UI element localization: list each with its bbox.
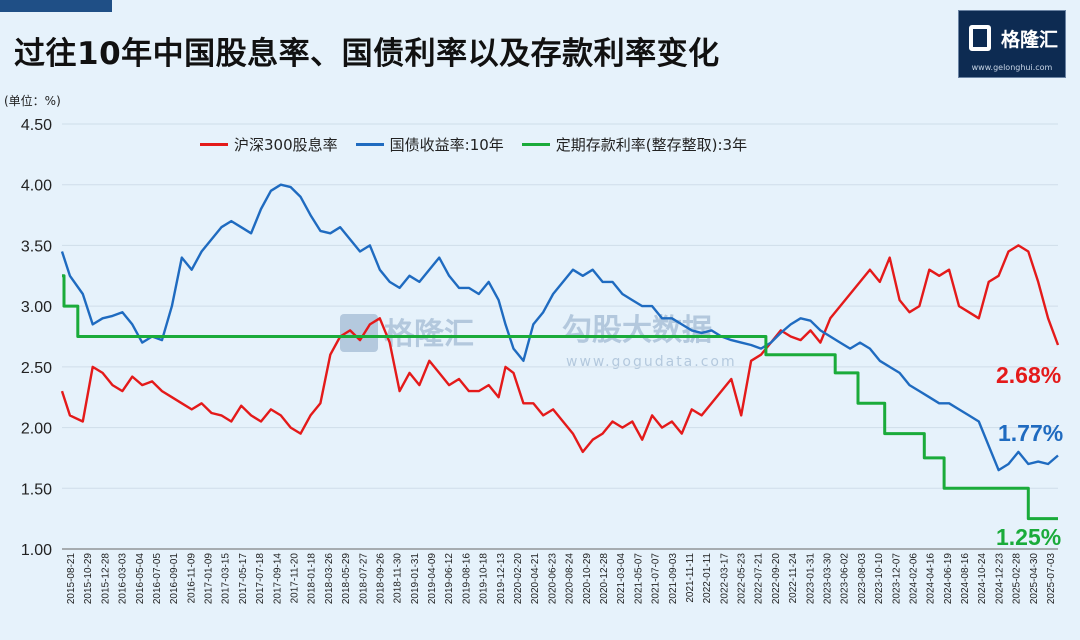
y-tick-label: 4.00 [21, 178, 52, 195]
x-tick-label: 2022-05-23 [737, 553, 748, 605]
x-tick-label: 2025-07-03 [1046, 553, 1057, 605]
x-tick-label: 2024-04-16 [926, 553, 937, 605]
x-axis-ticks: 2015-08-21 2015-10-29 2015-12-28 2016-03-03… [66, 553, 1057, 605]
x-tick-label: 2016-11-09 [186, 553, 197, 604]
legend-swatch-red [200, 143, 228, 146]
series-line-0 [60, 244, 1060, 454]
x-tick-label: 2024-02-06 [908, 553, 919, 605]
x-tick-label: 2025-02-28 [1012, 553, 1023, 605]
x-tick-label: 2022-11-24 [788, 553, 799, 604]
x-tick-label: 2022-09-20 [771, 553, 782, 605]
legend-item-csi300: 沪深300股息率 [200, 134, 338, 155]
top-accent-bar [0, 0, 112, 12]
x-tick-label: 2023-08-03 [857, 553, 868, 605]
end-label-csi300: 2.68% [996, 362, 1062, 388]
x-tick-label: 2018-11-30 [393, 553, 404, 604]
x-tick-label: 2017-03-15 [221, 553, 232, 605]
legend-label-deposit: 定期存款利率(整存整取):3年 [555, 136, 748, 154]
x-tick-label: 2024-10-24 [977, 553, 988, 605]
legend: 沪深300股息率 国债收益率:10年 定期存款利率(整存整取):3年 [200, 134, 747, 155]
x-tick-label: 2023-10-10 [874, 553, 885, 605]
x-tick-label: 2021-07-07 [651, 553, 662, 605]
x-tick-label: 2021-11-11 [685, 553, 696, 603]
x-tick-label: 2018-09-26 [375, 553, 386, 605]
legend-label-bond: 国债收益率:10年 [389, 136, 504, 154]
x-tick-label: 2025-04-30 [1029, 553, 1040, 605]
x-tick-label: 2016-05-04 [135, 553, 146, 605]
x-tick-label: 2017-07-18 [255, 553, 266, 605]
y-tick-label: 2.50 [21, 360, 52, 377]
x-tick-label: 2024-08-16 [960, 553, 971, 605]
x-tick-label: 2021-03-04 [616, 553, 627, 605]
logo-name: 格隆汇 [1001, 29, 1059, 51]
brand-logo: 格隆汇 www.gelonghui.com [958, 10, 1066, 78]
x-tick-label: 2018-05-29 [341, 553, 352, 605]
y-tick-label: 2.00 [21, 421, 52, 438]
legend-label-csi300: 沪深300股息率 [234, 136, 338, 154]
x-tick-label: 2022-07-21 [754, 553, 765, 605]
y-tick-label: 3.00 [21, 299, 52, 316]
x-tick-label: 2019-06-12 [444, 553, 455, 605]
x-tick-label: 2016-07-05 [152, 553, 163, 605]
y-tick-label: 1.00 [21, 542, 52, 559]
y-axis-ticks: 1.00 1.50 2.00 2.50 3.00 3.50 4.00 4.50 [21, 117, 52, 559]
x-tick-label: 2021-09-03 [668, 553, 679, 605]
x-tick-label: 2019-01-31 [410, 553, 421, 605]
x-tick-label: 2020-04-21 [530, 553, 541, 605]
x-tick-label: 2020-02-20 [513, 553, 524, 605]
watermark-text: 勾股大数据 [562, 313, 712, 348]
x-tick-label: 2021-05-07 [633, 553, 644, 605]
x-tick-label: 2020-06-23 [547, 553, 558, 605]
x-tick-label: 2023-06-02 [840, 553, 851, 605]
x-tick-label: 2019-10-18 [479, 553, 490, 605]
x-tick-label: 2018-07-27 [358, 553, 369, 605]
x-tick-label: 2015-10-29 [83, 553, 94, 605]
watermark-logo-icon [340, 314, 378, 352]
x-tick-label: 2016-03-03 [118, 553, 129, 605]
y-tick-label: 1.50 [21, 481, 52, 498]
legend-swatch-green [521, 143, 550, 146]
x-tick-label: 2020-12-28 [599, 553, 610, 605]
legend-swatch-blue [355, 143, 384, 146]
x-tick-label: 2022-01-11 [702, 553, 713, 604]
legend-item-deposit: 定期存款利率(整存整取):3年 [521, 134, 748, 155]
end-label-bond: 1.77% [998, 420, 1064, 446]
x-tick-label: 2023-12-07 [891, 553, 902, 605]
x-tick-label: 2017-09-14 [272, 553, 283, 605]
series-lines [60, 183, 1060, 521]
y-tick-label: 3.50 [21, 238, 52, 255]
x-tick-label: 2017-11-20 [290, 553, 301, 604]
x-tick-label: 2017-05-17 [238, 553, 249, 605]
x-tick-label: 2015-12-28 [100, 553, 111, 605]
x-tick-label: 2019-08-16 [461, 553, 472, 605]
legend-item-bond: 国债收益率:10年 [355, 134, 504, 155]
x-tick-label: 2016-09-01 [169, 553, 180, 605]
end-label-deposit: 1.25% [996, 524, 1062, 550]
watermark-brand: 格隆汇 [384, 317, 474, 352]
x-tick-label: 2015-08-21 [66, 553, 77, 605]
x-tick-label: 2017-01-09 [204, 553, 215, 605]
x-tick-label: 2018-03-26 [324, 553, 335, 605]
series-line-2 [62, 274, 1058, 521]
x-tick-label: 2023-03-30 [822, 553, 833, 605]
watermark-url: www.gogudata.com [566, 354, 737, 370]
y-tick-label: 4.50 [21, 117, 52, 134]
watermark: 格隆汇 勾股大数据 www.gogudata.com [340, 313, 737, 370]
x-tick-label: 2020-08-24 [565, 553, 576, 605]
x-tick-label: 2018-01-18 [307, 553, 318, 605]
chart-title: 过往10年中国股息率、国债利率以及存款利率变化 [14, 36, 720, 72]
x-tick-label: 2019-04-09 [427, 553, 438, 605]
x-tick-label: 2022-03-17 [719, 553, 730, 605]
series-line-1 [60, 183, 1059, 472]
x-tick-label: 2024-06-19 [943, 553, 954, 605]
unit-label: (单位：%) [4, 94, 61, 108]
logo-g-icon [969, 25, 991, 51]
x-tick-label: 2024-12-23 [994, 553, 1005, 605]
x-tick-label: 2019-12-13 [496, 553, 507, 605]
x-tick-label: 2023-01-31 [805, 553, 816, 605]
logo-url: www.gelonghui.com [971, 63, 1053, 72]
x-tick-label: 2020-10-29 [582, 553, 593, 605]
